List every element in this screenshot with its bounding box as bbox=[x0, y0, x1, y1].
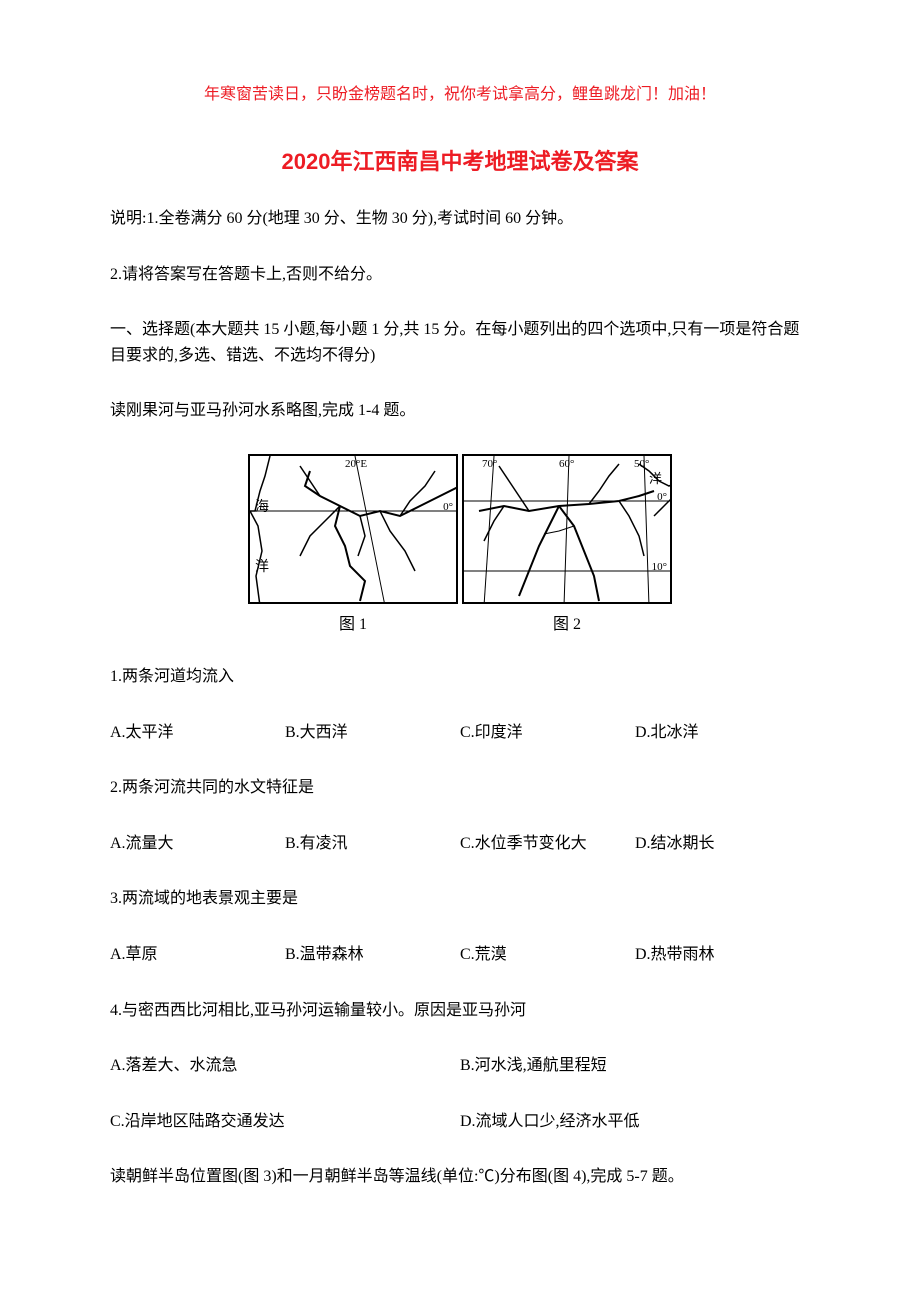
fig1-lon-label: 20°E bbox=[345, 458, 367, 470]
q2-opt-b: B.有凌汛 bbox=[285, 831, 460, 857]
q1-options: A.太平洋 B.大西洋 C.印度洋 D.北冰洋 bbox=[110, 720, 810, 746]
fig1-sea-top: 海 bbox=[255, 496, 269, 516]
header-encouragement: 年寒窗苦读日，只盼金榜题名时，祝你考试拿高分，鲤鱼跳龙门！加油！ bbox=[110, 80, 810, 104]
fig2-lat0: 0° bbox=[657, 491, 667, 503]
map-svg-1 bbox=[250, 456, 458, 604]
q2-opt-d: D.结冰期长 bbox=[635, 831, 810, 857]
q1-opt-a: A.太平洋 bbox=[110, 720, 285, 746]
header-text: 年寒窗苦读日，只盼金榜题名时，祝你考试拿高分，鲤鱼跳龙门！加油！ bbox=[204, 86, 716, 103]
fig1-sea-btm: 洋 bbox=[255, 556, 269, 576]
fig2-lon70: 70° bbox=[482, 458, 497, 470]
q2-options: A.流量大 B.有凌汛 C.水位季节变化大 D.结冰期长 bbox=[110, 831, 810, 857]
q4-opt-a: A.落差大、水流急 bbox=[110, 1053, 460, 1079]
q1-stem: 1.两条河道均流入 bbox=[110, 664, 810, 690]
instruction-line-1: 说明:1.全卷满分 60 分(地理 30 分、生物 30 分),考试时间 60 … bbox=[110, 206, 810, 232]
q4-opt-d: D.流域人口少,经济水平低 bbox=[460, 1109, 810, 1135]
q3-opt-c: C.荒漠 bbox=[460, 942, 635, 968]
q1-opt-d: D.北冰洋 bbox=[635, 720, 810, 746]
figure-1-map: 20°E 0° 海 洋 bbox=[248, 454, 458, 604]
q4-opt-c: C.沿岸地区陆路交通发达 bbox=[110, 1109, 460, 1135]
q4-options-row2: C.沿岸地区陆路交通发达 D.流域人口少,经济水平低 bbox=[110, 1109, 810, 1135]
fig2-lat10: 10° bbox=[652, 561, 667, 573]
fig1-caption: 图 1 bbox=[248, 610, 458, 634]
section-header: 一、选择题(本大题共 15 小题,每小题 1 分,共 15 分。在每小题列出的四… bbox=[110, 317, 810, 368]
q2-opt-a: A.流量大 bbox=[110, 831, 285, 857]
fig2-sea-top: 洋 bbox=[649, 468, 662, 487]
q3-opt-d: D.热带雨林 bbox=[635, 942, 810, 968]
q3-opt-a: A.草原 bbox=[110, 942, 285, 968]
context-1: 读刚果河与亚马孙河水系略图,完成 1-4 题。 bbox=[110, 398, 810, 424]
q4-opt-b: B.河水浅,通航里程短 bbox=[460, 1053, 810, 1079]
q1-opt-b: B.大西洋 bbox=[285, 720, 460, 746]
title-year: 2020 bbox=[282, 149, 331, 174]
q3-stem: 3.两流域的地表景观主要是 bbox=[110, 886, 810, 912]
figure-2-map: 70° 60° 50° 0° 10° 洋 bbox=[462, 454, 672, 604]
fig2-lon50: 50° bbox=[634, 458, 649, 470]
q1-opt-c: C.印度洋 bbox=[460, 720, 635, 746]
q3-opt-b: B.温带森林 bbox=[285, 942, 460, 968]
title-rest: 年江西南昌中考地理试卷及答案 bbox=[330, 149, 638, 174]
fig2-caption: 图 2 bbox=[462, 610, 672, 634]
q3-options: A.草原 B.温带森林 C.荒漠 D.热带雨林 bbox=[110, 942, 810, 968]
q4-options-row1: A.落差大、水流急 B.河水浅,通航里程短 bbox=[110, 1053, 810, 1079]
context-2: 读朝鲜半岛位置图(图 3)和一月朝鲜半岛等温线(单位:℃)分布图(图 4),完成… bbox=[110, 1164, 810, 1190]
figures-row: 20°E 0° 海 洋 70° bbox=[110, 454, 810, 634]
fig2-lon60: 60° bbox=[559, 458, 574, 470]
q4-stem: 4.与密西西比河相比,亚马孙河运输量较小。原因是亚马孙河 bbox=[110, 998, 810, 1024]
map-svg-2 bbox=[464, 456, 672, 604]
instruction-line-2: 2.请将答案写在答题卡上,否则不给分。 bbox=[110, 262, 810, 288]
page-title: 2020年江西南昌中考地理试卷及答案 bbox=[110, 144, 810, 176]
figure-captions: 图 1图 2 bbox=[246, 610, 674, 634]
q2-stem: 2.两条河流共同的水文特征是 bbox=[110, 775, 810, 801]
fig1-lat-label: 0° bbox=[443, 501, 453, 513]
q2-opt-c: C.水位季节变化大 bbox=[460, 831, 635, 857]
